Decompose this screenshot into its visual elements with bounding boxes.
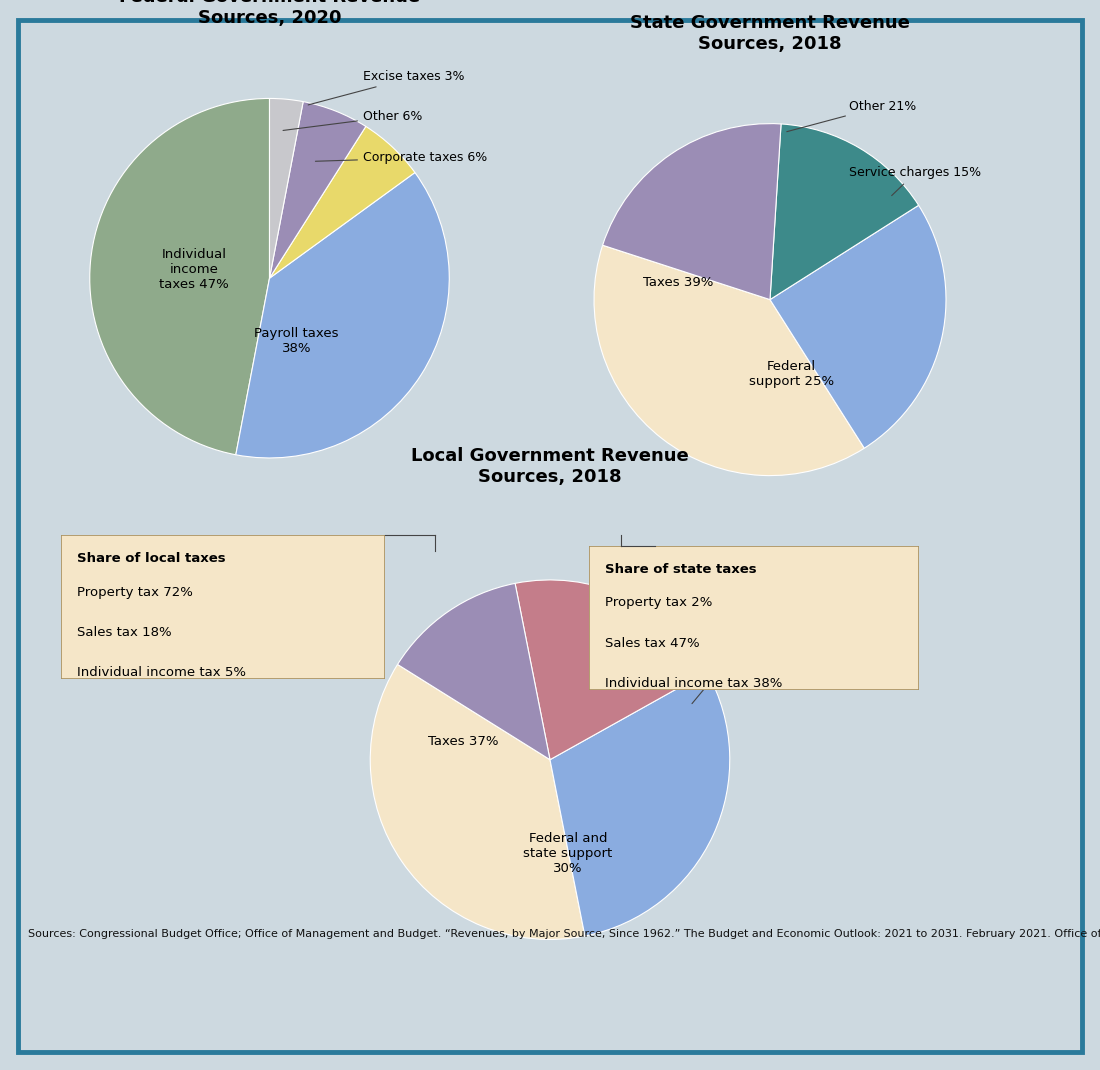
- Text: Share of local taxes: Share of local taxes: [77, 552, 226, 565]
- Title: Local Government Revenue
Sources, 2018: Local Government Revenue Sources, 2018: [411, 447, 689, 486]
- Text: Individual income tax 5%: Individual income tax 5%: [77, 667, 245, 679]
- Text: Payroll taxes
38%: Payroll taxes 38%: [254, 327, 339, 355]
- Wedge shape: [397, 583, 550, 760]
- Text: Sales tax 47%: Sales tax 47%: [605, 637, 700, 649]
- Wedge shape: [550, 672, 729, 936]
- Text: Service charges 20%: Service charges 20%: [661, 655, 793, 704]
- FancyBboxPatch shape: [18, 20, 1082, 1052]
- Text: Taxes 37%: Taxes 37%: [429, 735, 499, 748]
- Text: Other 6%: Other 6%: [283, 110, 422, 131]
- Text: Federal and
state support
30%: Federal and state support 30%: [524, 831, 613, 874]
- Wedge shape: [90, 98, 270, 455]
- Text: Federal
support 25%: Federal support 25%: [749, 360, 834, 387]
- FancyBboxPatch shape: [588, 546, 918, 690]
- Text: Property tax 72%: Property tax 72%: [77, 585, 192, 598]
- Text: Individual
income
taxes 47%: Individual income taxes 47%: [160, 248, 229, 291]
- Wedge shape: [770, 124, 918, 300]
- Wedge shape: [594, 245, 865, 475]
- Text: Share of state taxes: Share of state taxes: [605, 563, 757, 576]
- Title: Federal Government Revenue
Sources, 2020: Federal Government Revenue Sources, 2020: [119, 0, 420, 27]
- Wedge shape: [235, 172, 449, 458]
- Text: Corporate taxes 6%: Corporate taxes 6%: [316, 151, 487, 165]
- Text: Taxes 39%: Taxes 39%: [644, 275, 714, 289]
- Text: Individual income tax 38%: Individual income tax 38%: [605, 677, 782, 690]
- Wedge shape: [603, 124, 781, 300]
- Wedge shape: [371, 664, 585, 939]
- Text: Other 13%: Other 13%: [610, 565, 728, 592]
- Text: Service charges 15%: Service charges 15%: [849, 166, 981, 196]
- Wedge shape: [270, 102, 366, 278]
- Text: Other 21%: Other 21%: [786, 100, 916, 132]
- Wedge shape: [270, 126, 415, 278]
- Wedge shape: [770, 205, 946, 448]
- Text: Property tax 2%: Property tax 2%: [605, 596, 713, 609]
- Text: Sources: Congressional Budget Office; Office of Management and Budget. “Revenues: Sources: Congressional Budget Office; Of…: [28, 929, 1100, 938]
- Title: State Government Revenue
Sources, 2018: State Government Revenue Sources, 2018: [630, 15, 910, 54]
- Text: Sales tax 18%: Sales tax 18%: [77, 626, 172, 639]
- FancyBboxPatch shape: [60, 535, 385, 679]
- Wedge shape: [270, 98, 304, 278]
- Wedge shape: [515, 580, 707, 760]
- Text: Excise taxes 3%: Excise taxes 3%: [308, 71, 464, 105]
